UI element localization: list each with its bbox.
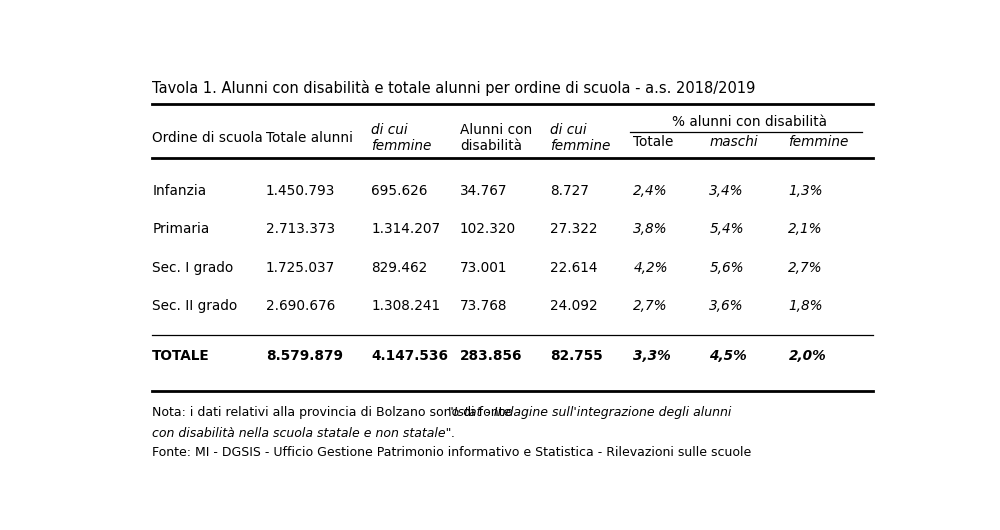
Text: Ordine di scuola: Ordine di scuola: [152, 131, 263, 145]
Text: Infanzia: Infanzia: [152, 184, 206, 198]
Text: 24.092: 24.092: [550, 299, 597, 313]
Text: 1,8%: 1,8%: [788, 299, 823, 313]
Text: 22.614: 22.614: [550, 261, 597, 275]
Text: 4,5%: 4,5%: [709, 349, 747, 363]
Text: 73.001: 73.001: [460, 261, 507, 275]
Text: 4.147.536: 4.147.536: [371, 349, 448, 363]
Text: 2,1%: 2,1%: [788, 222, 823, 236]
Text: Sec. I grado: Sec. I grado: [152, 261, 233, 275]
Text: Fonte: MI - DGSIS - Ufficio Gestione Patrimonio informativo e Statistica - Rilev: Fonte: MI - DGSIS - Ufficio Gestione Pat…: [152, 446, 751, 460]
Text: Sec. II grado: Sec. II grado: [152, 299, 237, 313]
Text: 3,8%: 3,8%: [633, 222, 668, 236]
Text: 2,0%: 2,0%: [788, 349, 826, 363]
Text: 8.727: 8.727: [550, 184, 589, 198]
Text: 5,4%: 5,4%: [709, 222, 744, 236]
Text: 3,6%: 3,6%: [709, 299, 744, 313]
Text: 8.579.879: 8.579.879: [266, 349, 343, 363]
Text: 283.856: 283.856: [460, 349, 522, 363]
Text: 102.320: 102.320: [460, 222, 516, 236]
Text: 3,3%: 3,3%: [633, 349, 671, 363]
Text: 34.767: 34.767: [460, 184, 507, 198]
Text: TOTALE: TOTALE: [152, 349, 210, 363]
Text: 73.768: 73.768: [460, 299, 507, 313]
Text: 27.322: 27.322: [550, 222, 597, 236]
Text: di cui
femmine: di cui femmine: [371, 123, 432, 153]
Text: con disabilità nella scuola statale e non statale".: con disabilità nella scuola statale e no…: [152, 427, 456, 440]
Text: 2.713.373: 2.713.373: [266, 222, 335, 236]
Text: 1.308.241: 1.308.241: [371, 299, 441, 313]
Text: 829.462: 829.462: [371, 261, 428, 275]
Text: 4,2%: 4,2%: [633, 261, 668, 275]
Text: 1,3%: 1,3%: [788, 184, 823, 198]
Text: Primaria: Primaria: [152, 222, 209, 236]
Text: femmine: femmine: [788, 135, 849, 149]
Text: Nota: i dati relativi alla provincia di Bolzano sono di fonte: Nota: i dati relativi alla provincia di …: [152, 405, 515, 419]
Text: Totale alunni: Totale alunni: [266, 131, 353, 145]
Text: Totale: Totale: [633, 135, 674, 149]
Text: maschi: maschi: [709, 135, 758, 149]
Text: Alunni con
disabilità: Alunni con disabilità: [460, 123, 532, 153]
Text: di cui
femmine: di cui femmine: [550, 123, 610, 153]
Text: "Istat - Indagine sull'integrazione degli alunni: "Istat - Indagine sull'integrazione degl…: [448, 405, 731, 419]
Text: 1.725.037: 1.725.037: [266, 261, 335, 275]
Text: 5,6%: 5,6%: [709, 261, 744, 275]
Text: 695.626: 695.626: [371, 184, 428, 198]
Text: 82.755: 82.755: [550, 349, 602, 363]
Text: 1.450.793: 1.450.793: [266, 184, 335, 198]
Text: % alunni con disabilità: % alunni con disabilità: [672, 114, 827, 129]
Text: 3,4%: 3,4%: [709, 184, 744, 198]
Text: Tavola 1. Alunni con disabilità e totale alunni per ordine di scuola - a.s. 2018: Tavola 1. Alunni con disabilità e totale…: [152, 80, 756, 96]
Text: 2,4%: 2,4%: [633, 184, 668, 198]
Text: 1.314.207: 1.314.207: [371, 222, 441, 236]
Text: 2,7%: 2,7%: [788, 261, 823, 275]
Text: 2,7%: 2,7%: [633, 299, 668, 313]
Text: 2.690.676: 2.690.676: [266, 299, 335, 313]
